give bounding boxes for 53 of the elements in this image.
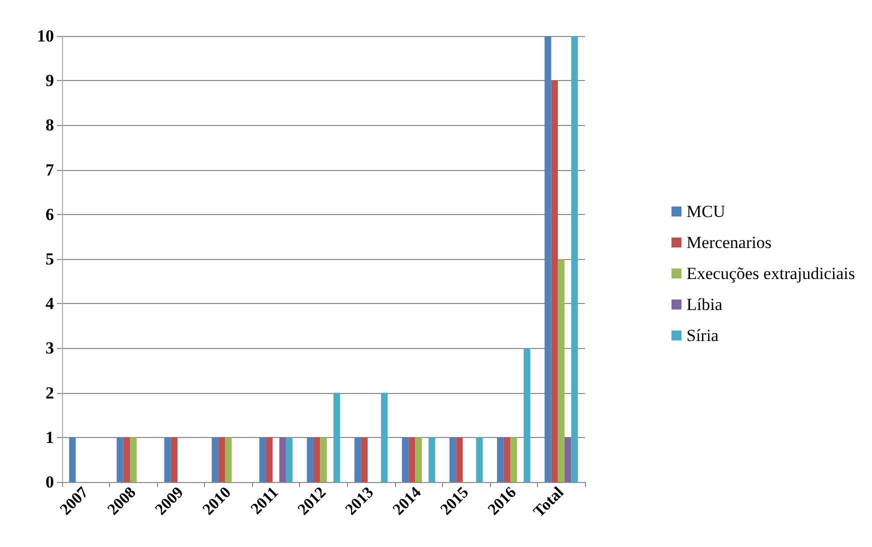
- bar: [306, 437, 314, 482]
- bar: [225, 437, 232, 482]
- legend-label: MCU: [686, 202, 726, 221]
- bar: [558, 259, 565, 482]
- bar: [497, 437, 504, 482]
- y-tick-label: 8: [46, 116, 54, 135]
- x-tick-label: 2011: [248, 484, 282, 518]
- legend-label: Execuções extrajudiciais: [686, 264, 856, 283]
- bar: [504, 437, 510, 482]
- bar: [551, 80, 558, 482]
- bar: [259, 437, 266, 482]
- bar: [333, 392, 340, 482]
- y-tick-label: 0: [46, 472, 54, 492]
- bar: [320, 437, 327, 482]
- bar: [571, 36, 578, 482]
- bar: [449, 437, 456, 482]
- bar: [544, 36, 552, 482]
- bar: [361, 437, 368, 482]
- bar: [428, 437, 436, 482]
- legend-label: Síria: [686, 326, 720, 345]
- bar: [164, 437, 171, 482]
- legend-label: Líbia: [686, 295, 723, 314]
- bar: [130, 437, 137, 482]
- legend-label: Mercenarios: [686, 233, 772, 252]
- bar: [286, 437, 293, 482]
- bar: [354, 437, 362, 482]
- y-tick-label: 4: [46, 294, 54, 314]
- y-tick-label: 6: [46, 204, 54, 224]
- bar: [476, 437, 483, 482]
- bar: [266, 437, 273, 482]
- y-tick-label: 3: [46, 338, 54, 358]
- bar: [510, 437, 518, 482]
- bar: [69, 437, 76, 482]
- bar: [123, 437, 130, 482]
- y-tick-label: 10: [37, 26, 54, 46]
- y-tick-label: 2: [46, 383, 54, 402]
- y-tick-label: 1: [46, 428, 54, 447]
- bar: [524, 348, 530, 482]
- bar: [279, 437, 286, 482]
- y-tick-label: 7: [46, 160, 54, 180]
- bar: [408, 437, 416, 482]
- y-tick-label: 5: [46, 250, 54, 268]
- bar: [116, 437, 124, 482]
- bar: [564, 437, 572, 482]
- bar: [218, 437, 226, 482]
- bar: [381, 392, 388, 482]
- bar: [314, 437, 320, 482]
- bar: [170, 437, 178, 482]
- bar: [402, 437, 409, 482]
- bar: [415, 437, 422, 482]
- bar: [456, 437, 463, 482]
- y-tick-label: 9: [46, 71, 54, 90]
- bar: [212, 437, 218, 482]
